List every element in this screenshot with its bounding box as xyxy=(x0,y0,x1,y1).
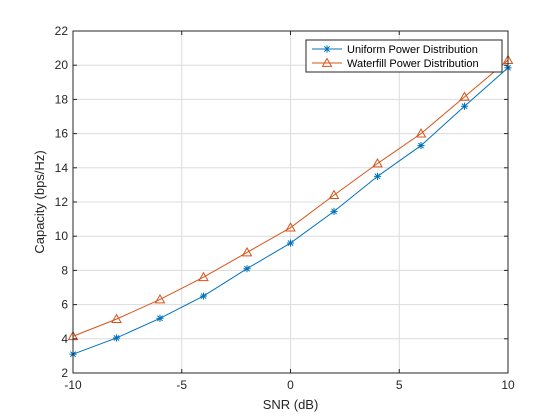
x-tick-label: 0 xyxy=(287,378,294,392)
data-point xyxy=(328,189,340,200)
y-tick-label: 10 xyxy=(55,229,69,243)
data-point xyxy=(112,334,121,342)
y-tick-label: 20 xyxy=(55,58,69,72)
y-axis-label: Capacity (bps/Hz) xyxy=(32,150,47,253)
y-tick-label: 14 xyxy=(55,161,69,175)
data-point xyxy=(460,102,469,110)
ticks: -10 -5 0 5 10 2 4 6 8 10 12 14 16 18 20 22 xyxy=(55,24,515,392)
y-tick-label: 22 xyxy=(55,24,69,38)
data-point xyxy=(417,141,425,150)
legend-marker xyxy=(323,45,331,53)
x-axis-label: SNR (dB) xyxy=(263,397,319,412)
data-point xyxy=(286,239,295,247)
data-point xyxy=(285,222,296,232)
data-point xyxy=(373,172,382,180)
y-tick-label: 18 xyxy=(55,92,69,106)
y-tick-label: 12 xyxy=(55,195,69,209)
data-point xyxy=(241,246,253,257)
series-layer xyxy=(67,54,514,358)
legend-entry: Waterfill Power Distribution xyxy=(312,57,479,70)
data-point xyxy=(156,314,164,322)
y-tick-label: 4 xyxy=(61,332,68,346)
y-tick-label: 8 xyxy=(61,263,68,277)
y-tick-label: 2 xyxy=(61,366,68,380)
data-point xyxy=(198,271,209,282)
legend-label: Uniform Power Distribution xyxy=(347,44,478,56)
data-point xyxy=(415,128,427,138)
legend-label: Waterfill Power Distribution xyxy=(347,58,479,70)
legend-entry: Uniform Power Distribution xyxy=(312,44,478,56)
y-tick-label: 16 xyxy=(55,127,69,141)
data-point xyxy=(459,91,470,101)
series-line xyxy=(72,59,509,337)
legend-marker xyxy=(321,57,333,67)
legend-box xyxy=(305,39,503,73)
series-2 xyxy=(67,54,514,341)
data-point xyxy=(330,207,338,216)
data-point xyxy=(372,158,383,168)
x-tick-label: -10 xyxy=(64,378,82,392)
data-point xyxy=(199,292,208,300)
x-tick-label: 10 xyxy=(501,378,515,392)
y-tick-label: 6 xyxy=(61,298,68,312)
data-point xyxy=(243,265,251,273)
x-tick-label: 5 xyxy=(396,378,403,392)
legend: Uniform Power Distribution Waterfill Powe… xyxy=(305,39,503,73)
data-point xyxy=(111,313,122,324)
data-point xyxy=(154,293,166,304)
x-tick-label: -5 xyxy=(176,378,187,392)
